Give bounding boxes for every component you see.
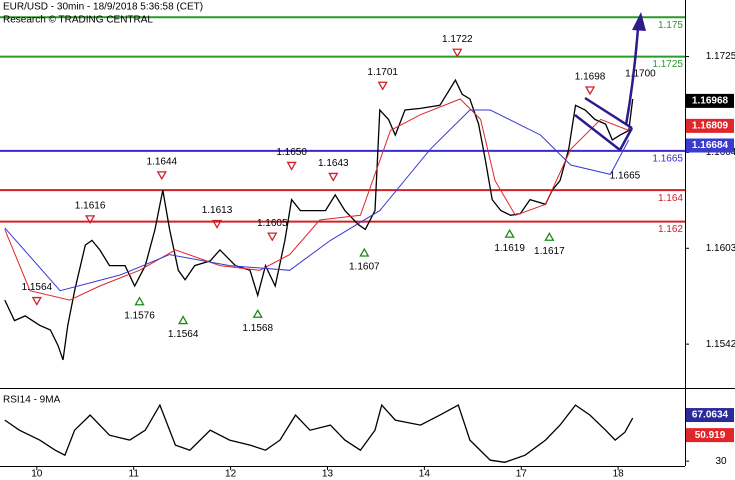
y-tick-label: 1.1542: [706, 339, 735, 350]
level-label: 1.1725: [652, 59, 683, 70]
annotation-label: 1.1701: [367, 67, 398, 78]
low-marker: [252, 308, 263, 318]
arrow-head: [632, 12, 646, 31]
high-marker: [267, 232, 278, 242]
chart-title: EUR/USD - 30min - 18/9/2018 5:36:58 (CET…: [3, 2, 203, 13]
price-badge: [686, 138, 734, 153]
low-marker: [359, 247, 370, 257]
price-badge: [686, 118, 734, 133]
high-marker: [584, 86, 596, 96]
level-label: 1.1665: [652, 153, 683, 164]
annotation-label: 1.1643: [318, 158, 349, 169]
high-marker: [156, 171, 167, 181]
y-tick-label: 1.1664: [706, 147, 735, 158]
annotation-label: 1.1698: [575, 72, 606, 83]
price-badge-label: 1.16968: [692, 96, 729, 107]
high-marker: [84, 215, 96, 225]
annotation-label: 1.1619: [494, 243, 525, 254]
annotation-label: 1.1650: [276, 147, 307, 158]
price-badge: [686, 428, 734, 443]
annotation-label: 1.1564: [168, 329, 199, 340]
price-badge-label: 50.919: [695, 430, 726, 441]
annotation-label: 1.1613: [202, 205, 233, 216]
annotation-label: 1.1617: [534, 246, 565, 257]
annotation-label: 1.1605: [257, 218, 288, 229]
x-tick-label: 10: [31, 469, 43, 480]
series-line: [4, 403, 634, 463]
annotation-label: 1.1722: [442, 34, 473, 45]
level-label: 1.175: [658, 20, 683, 31]
high-marker: [286, 161, 297, 171]
y-tick-label: 1.1603: [706, 243, 735, 254]
x-tick-label: 18: [613, 469, 625, 480]
price-badge-label: 1.16684: [692, 140, 729, 151]
annotation-label: 1.1616: [75, 200, 106, 211]
y-tick-label: 30: [715, 456, 727, 467]
x-tick-label: 12: [225, 469, 237, 480]
low-marker: [504, 228, 515, 238]
high-marker: [452, 48, 463, 58]
indicator-title: RSI14 - 9MA: [3, 395, 61, 406]
annotation-label: 1.1568: [242, 323, 273, 334]
x-tick-label: 11: [129, 469, 140, 480]
low-marker: [134, 296, 145, 306]
level-label: 1.162: [658, 224, 683, 235]
annotation-label: 1.1665: [610, 170, 641, 181]
high-marker: [31, 296, 42, 306]
high-marker: [377, 81, 388, 91]
high-marker: [211, 219, 223, 229]
x-tick-label: 14: [419, 469, 431, 480]
price-badge: [686, 408, 734, 423]
y-tick-label: 1.1725: [706, 51, 735, 62]
annotation-label: 1.1564: [22, 282, 53, 293]
x-tick-label: 17: [516, 469, 528, 480]
series-line: [4, 98, 629, 301]
high-marker: [328, 172, 339, 182]
projection-arrow: [624, 27, 640, 126]
annotation-label: 1.1700: [625, 68, 656, 79]
channel-line: [584, 96, 633, 130]
channel-line: [574, 114, 621, 151]
low-marker: [177, 315, 189, 325]
annotation-label: 1.1576: [124, 310, 155, 321]
annotation-label: 1.1607: [349, 262, 380, 273]
price-badge: [686, 93, 734, 108]
series-line: [4, 109, 630, 292]
level-label: 1.164: [658, 193, 683, 204]
plot-layer: 1.1751.17251.16651.1641.1621.17251.16641…: [0, 16, 735, 480]
channel-line: [618, 127, 634, 151]
x-tick-label: 13: [322, 469, 334, 480]
low-marker: [544, 231, 555, 241]
annotation-label: 1.1644: [147, 156, 178, 167]
chart-subtitle: Research © TRADING CENTRAL: [3, 15, 153, 26]
price-badge-label: 1.16809: [692, 121, 729, 132]
price-badge-label: 67.0634: [692, 410, 729, 421]
